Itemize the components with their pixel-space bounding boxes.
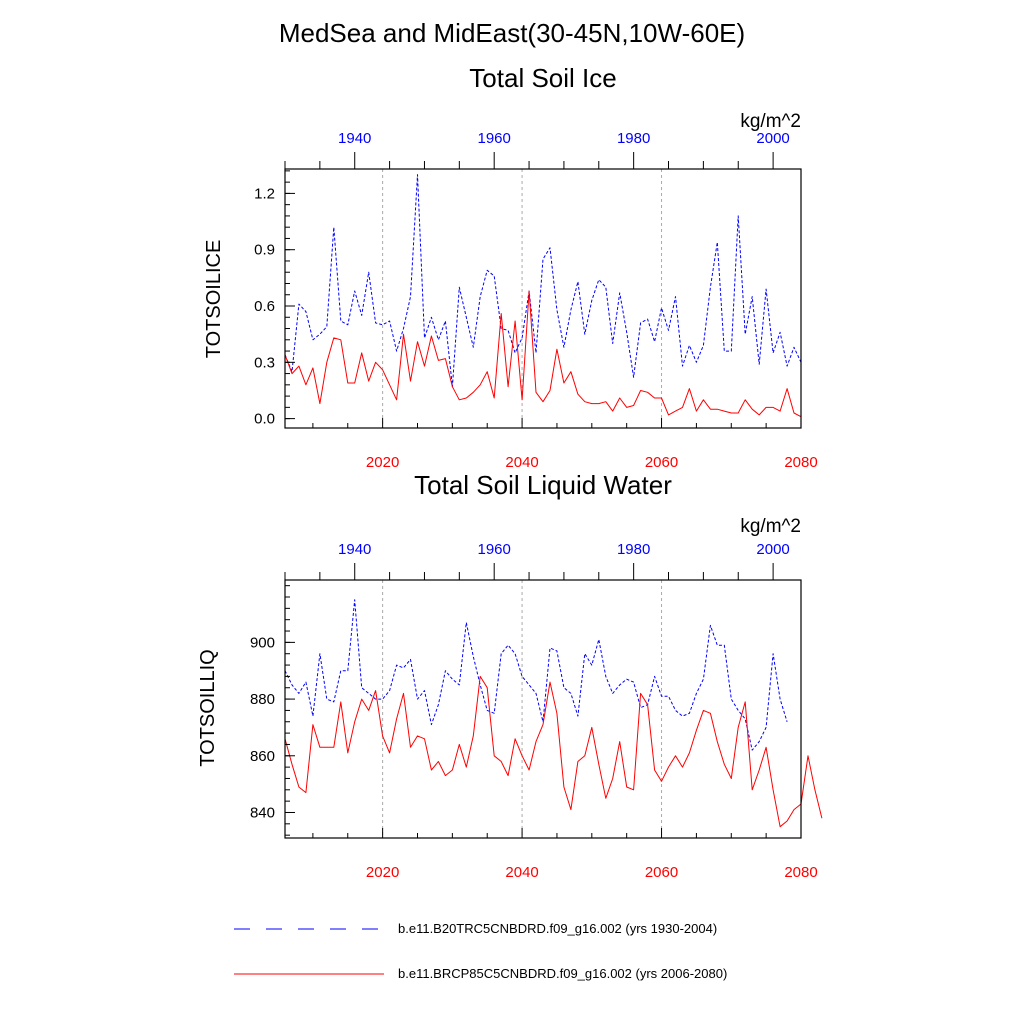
legend-label-future: b.e11.BRCP85C5CNBDRD.f09_g16.002 (yrs 20… [398,966,727,981]
x-top-tick-label: 1940 [338,541,371,558]
y-tick-label: 840 [250,804,275,821]
y-tick-label: 0.6 [254,298,275,315]
x-bottom-tick-label: 2060 [645,454,678,471]
legend: b.e11.B20TRC5CNBDRD.f09_g16.002 (yrs 193… [234,921,727,981]
plot-frame [284,579,802,839]
x-top-tick-label: 1960 [478,541,511,558]
x-top-tick-label: 1940 [338,130,371,147]
x-top-tick-label: 1980 [617,130,650,147]
x-bottom-tick-label: 2020 [366,454,399,471]
y-axis-label: TOTSOILICE [203,240,225,359]
y-tick-label: 0.0 [254,411,275,428]
x-bottom-tick-label: 2040 [505,454,538,471]
y-axis-label: TOTSOILLIQ [197,649,219,766]
units-label: kg/m^2 [740,516,801,537]
x-top-tick-label: 2000 [756,541,789,558]
y-tick-label: 1.2 [254,185,275,202]
y-tick-label: 880 [250,691,275,708]
units-label: kg/m^2 [740,111,801,132]
soil-liquid-panel: Total Soil Liquid Water kg/m^2 TOTSOILLI… [197,470,823,881]
x-bottom-tick-label: 2020 [366,864,399,881]
x-bottom-tick-label: 2040 [505,864,538,881]
panel-title: Total Soil Ice [469,63,616,93]
x-top-tick-label: 1980 [617,541,650,558]
figure-title: MedSea and MidEast(30-45N,10W-60E) [279,18,745,48]
x-bottom-tick-label: 2060 [645,864,678,881]
series-line-future [284,290,802,418]
y-tick-label: 0.3 [254,354,275,371]
series-line-historical [284,174,802,388]
y-tick-label: 900 [250,634,275,651]
series-line-historical [284,599,788,751]
soil-ice-panel: Total Soil Ice kg/m^2 TOTSOILICE 0.0 0.3 0… [203,63,818,471]
panel-title: Total Soil Liquid Water [414,470,672,500]
x-bottom-tick-label: 2080 [784,864,817,881]
x-top-tick-label: 1960 [478,130,511,147]
y-tick-label: 860 [250,748,275,765]
y-tick-label: 0.9 [254,242,275,259]
legend-label-historical: b.e11.B20TRC5CNBDRD.f09_g16.002 (yrs 193… [398,921,717,936]
x-bottom-tick-label: 2080 [784,454,817,471]
series-line-future [284,675,823,828]
plot-frame [284,168,802,429]
x-top-tick-label: 2000 [756,130,789,147]
